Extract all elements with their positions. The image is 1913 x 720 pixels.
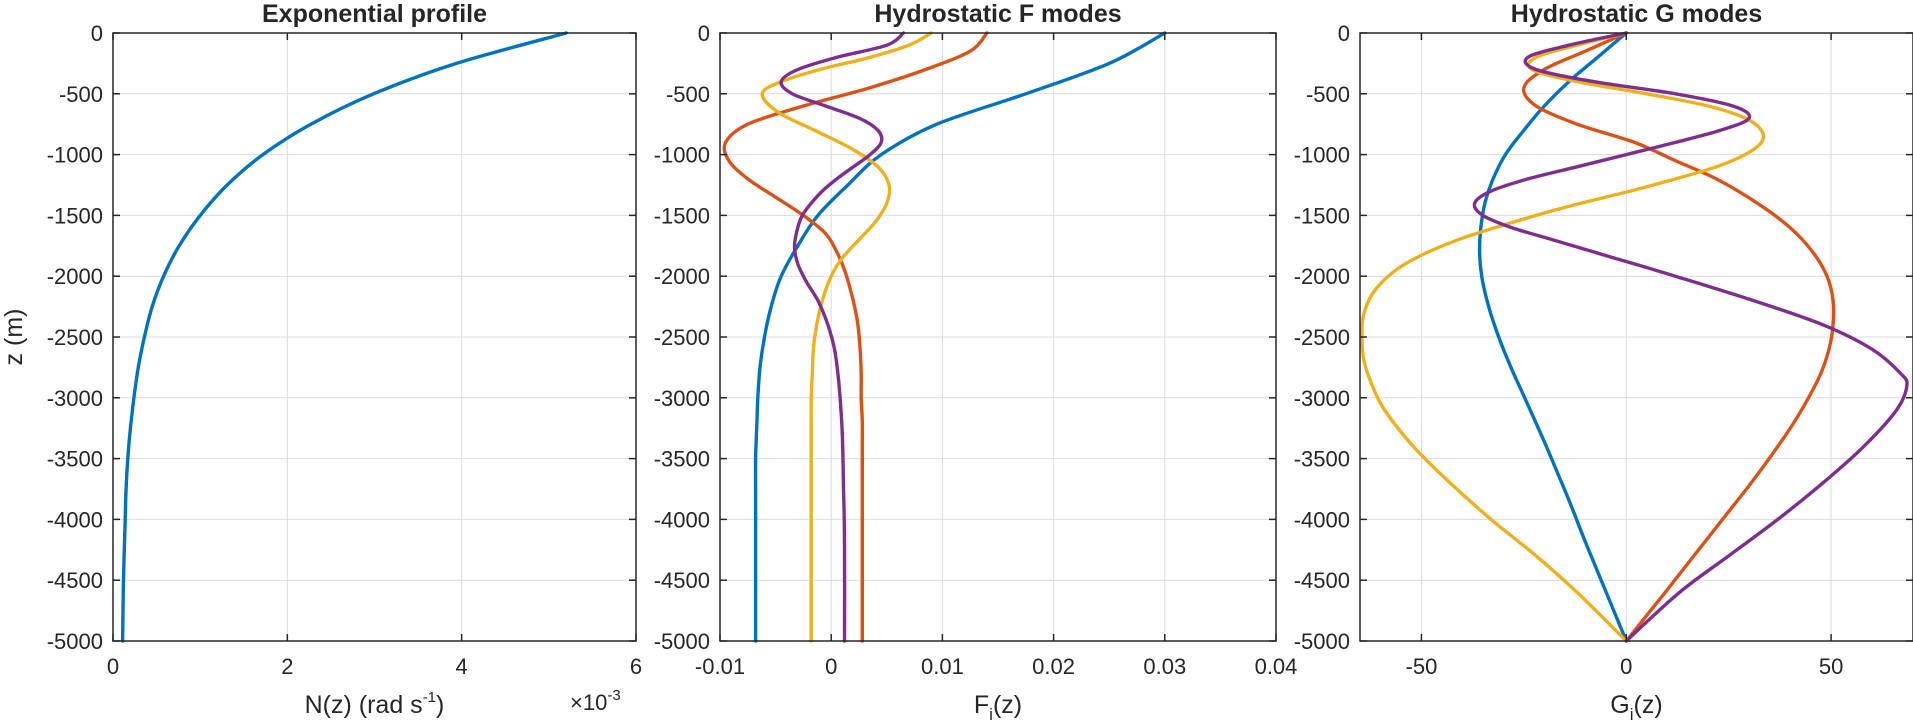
y-tick-label: -5000 [654, 629, 710, 654]
chart-title: Exponential profile [262, 0, 487, 28]
x-tick-label: 0.04 [1255, 654, 1298, 679]
exponent-power: -3 [607, 687, 620, 704]
x-axis-label-subscript: j [1629, 705, 1634, 720]
x-axis-label-tail: (z) [1634, 691, 1663, 719]
series-line-4 [779, 31, 906, 643]
series-line-1 [1477, 31, 1628, 643]
x-axis-label-main: F [974, 691, 989, 719]
x-axis-label-main: N(z) (rad s [305, 691, 423, 719]
series-group [1360, 31, 1909, 643]
series-line-3 [1360, 31, 1766, 643]
y-tick-label: -4500 [1294, 568, 1350, 593]
exponent-base: ×10 [570, 690, 607, 715]
y-tick-labels: 0 -500 -1000 -1500 -2000 -2500 -3000 -3500 -4000… [654, 21, 710, 654]
x-tick-label: 6 [630, 654, 642, 679]
x-axis-label: N(z) (rad s-1) [305, 689, 445, 719]
chart-title: Hydrostatic F modes [874, 0, 1121, 28]
y-tick-labels: 0 -500 -1000 -1500 -2000 -2500 -3000 -3500 -4000… [1294, 21, 1350, 654]
y-tick-label: 0 [698, 21, 710, 46]
x-tick-label: 0 [107, 654, 119, 679]
x-tick-label: 2 [281, 654, 293, 679]
x-tick-label: 0.01 [921, 654, 964, 679]
tick-marks [1360, 32, 1913, 642]
panel-hydrostatic-g-modes: -50 0 50 0-500-1000-1500-2000-2500-3000-35… [1294, 0, 1913, 720]
series-group [722, 31, 1167, 643]
y-tick-label: -1000 [654, 143, 710, 168]
y-tick-label: -5000 [47, 629, 103, 654]
x-axis-label-subscript: j [988, 705, 993, 720]
y-tick-label: -3000 [1294, 386, 1350, 411]
y-tick-label: -3500 [47, 447, 103, 472]
x-tick-label: 0 [1620, 654, 1632, 679]
y-tick-label: -3000 [47, 386, 103, 411]
tick-marks [719, 32, 1277, 642]
y-tick-label: -4500 [47, 568, 103, 593]
panel-hydrostatic-f-modes: -0.01 0 0.01 0.02 0.03 0.04 0 -500 -1000 -1500 -2… [654, 0, 1298, 720]
y-tick-label: 0 [1338, 21, 1350, 46]
x-tick-label: 4 [456, 654, 468, 679]
panel-exponential-profile: 0 2 4 6 0 -500 -1000 -1500 -2000 -2500 -3000 -3500… [0, 0, 642, 719]
x-axis-label-main: G [1610, 691, 1629, 719]
y-tick-label: -1500 [1294, 203, 1350, 228]
x-axis-label: Gj(z) [1610, 691, 1662, 720]
y-tick-label: -4000 [47, 507, 103, 532]
y-tick-label: -2000 [47, 264, 103, 289]
y-tick-label: -2000 [654, 264, 710, 289]
series-line-1 [120, 31, 568, 643]
series-line-1 [753, 31, 1167, 643]
tick-marks [112, 32, 637, 642]
series-line-2 [1521, 31, 1836, 643]
y-tick-label: -500 [666, 82, 710, 107]
x-tick-label: 50 [1819, 654, 1843, 679]
y-tick-label: -2000 [1294, 264, 1350, 289]
x-axis-exponent: ×10-3 [570, 687, 621, 715]
y-tick-label: -500 [59, 82, 103, 107]
y-tick-label: -500 [1306, 82, 1350, 107]
x-tick-label: 0.02 [1032, 654, 1075, 679]
y-tick-label: -3500 [1294, 447, 1350, 472]
x-tick-labels: -0.01 0 0.01 0.02 0.03 0.04 [695, 654, 1297, 679]
y-tick-label: -2500 [654, 325, 710, 350]
y-tick-label: -3500 [654, 447, 710, 472]
y-tick-label: -3000 [654, 386, 710, 411]
y-tick-label: -1500 [654, 203, 710, 228]
y-tick-label: -1000 [1294, 143, 1350, 168]
y-tick-label: 0 [91, 21, 103, 46]
series-group [120, 31, 568, 643]
series-line-4 [1472, 31, 1909, 643]
y-tick-label: -2500 [47, 325, 103, 350]
x-axis-label-superscript: -1 [423, 689, 436, 706]
x-tick-labels: 0 2 4 6 [107, 654, 642, 679]
x-axis-label-tail: (z) [993, 691, 1022, 719]
y-tick-label: -4000 [1294, 507, 1350, 532]
x-tick-labels: -50 0 50 [1406, 654, 1844, 679]
y-tick-label: -1000 [47, 143, 103, 168]
y-tick-label: -1500 [47, 203, 103, 228]
y-tick-labels: 0 -500 -1000 -1500 -2000 -2500 -3000 -3500 -4000… [47, 21, 103, 654]
series-line-2 [722, 31, 989, 643]
x-axis-label: Fj(z) [974, 691, 1022, 720]
x-tick-label: 0.03 [1143, 654, 1186, 679]
x-tick-label: -50 [1406, 654, 1438, 679]
y-tick-label: -2500 [1294, 325, 1350, 350]
y-tick-label: -4000 [654, 507, 710, 532]
x-tick-label: -0.01 [695, 654, 745, 679]
y-axis-label: z (m) [0, 309, 28, 366]
chart-title: Hydrostatic G modes [1511, 0, 1762, 28]
x-axis-label-tail: ) [436, 691, 444, 719]
y-tick-label: -4500 [654, 568, 710, 593]
y-tick-label: -5000 [1294, 629, 1350, 654]
x-tick-label: 0 [825, 654, 837, 679]
